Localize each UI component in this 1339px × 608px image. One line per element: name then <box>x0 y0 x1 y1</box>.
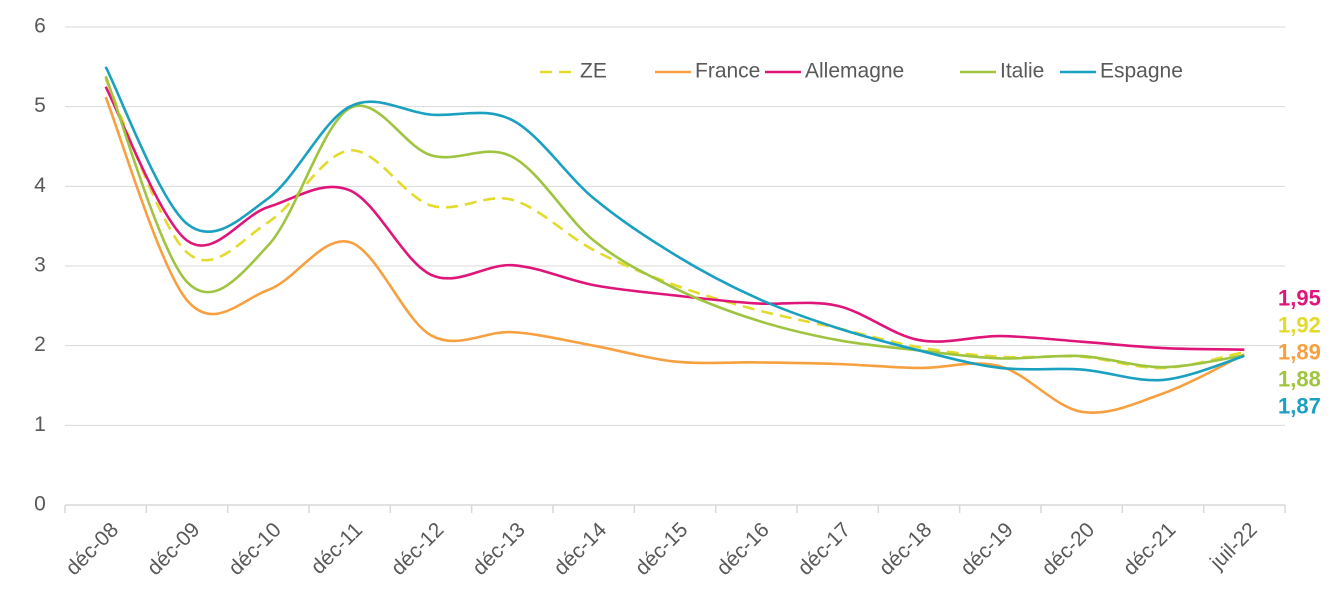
legend-label: ZE <box>580 60 607 83</box>
x-tick-label: juil-22 <box>1205 518 1262 575</box>
series-line <box>104 66 1245 382</box>
x-tick-label: déc-12 <box>387 518 449 580</box>
x-tick-label: déc-11 <box>307 518 368 579</box>
x-tick-label: déc-09 <box>143 518 205 580</box>
series-line <box>104 78 1245 370</box>
legend-label: Espagne <box>1100 60 1183 83</box>
x-tick-label: déc-08 <box>61 518 123 580</box>
x-tick-label: déc-14 <box>549 518 611 580</box>
x-tick-label: déc-17 <box>793 518 855 580</box>
y-tick-label: 4 <box>34 174 46 197</box>
x-tick-label: déc-19 <box>956 518 1018 580</box>
series-line <box>104 86 1245 351</box>
x-tick-label: déc-16 <box>712 518 774 580</box>
value-label: 1,88 <box>1278 366 1321 391</box>
y-tick-label: 2 <box>34 333 46 356</box>
x-tick-label: déc-10 <box>224 518 286 580</box>
legend-label: France <box>695 60 760 83</box>
x-tick-label: déc-20 <box>1037 518 1099 580</box>
legend-label: Italie <box>1000 60 1044 83</box>
series-line <box>104 75 1245 369</box>
legend-label: Allemagne <box>805 60 904 83</box>
y-tick-label: 0 <box>34 493 46 516</box>
x-tick-label: déc-13 <box>468 518 530 580</box>
value-label: 1,95 <box>1278 285 1321 310</box>
y-tick-label: 1 <box>34 413 46 436</box>
value-label: 1,89 <box>1278 339 1321 364</box>
y-tick-label: 6 <box>34 15 46 38</box>
x-tick-label: déc-18 <box>875 518 937 580</box>
x-tick-label: déc-21 <box>1119 518 1181 580</box>
y-tick-label: 3 <box>34 254 46 277</box>
value-label: 1,92 <box>1278 312 1321 337</box>
x-tick-label: déc-15 <box>631 518 693 580</box>
value-label: 1,87 <box>1278 393 1321 418</box>
y-tick-label: 5 <box>34 94 46 117</box>
series-line <box>104 96 1245 414</box>
